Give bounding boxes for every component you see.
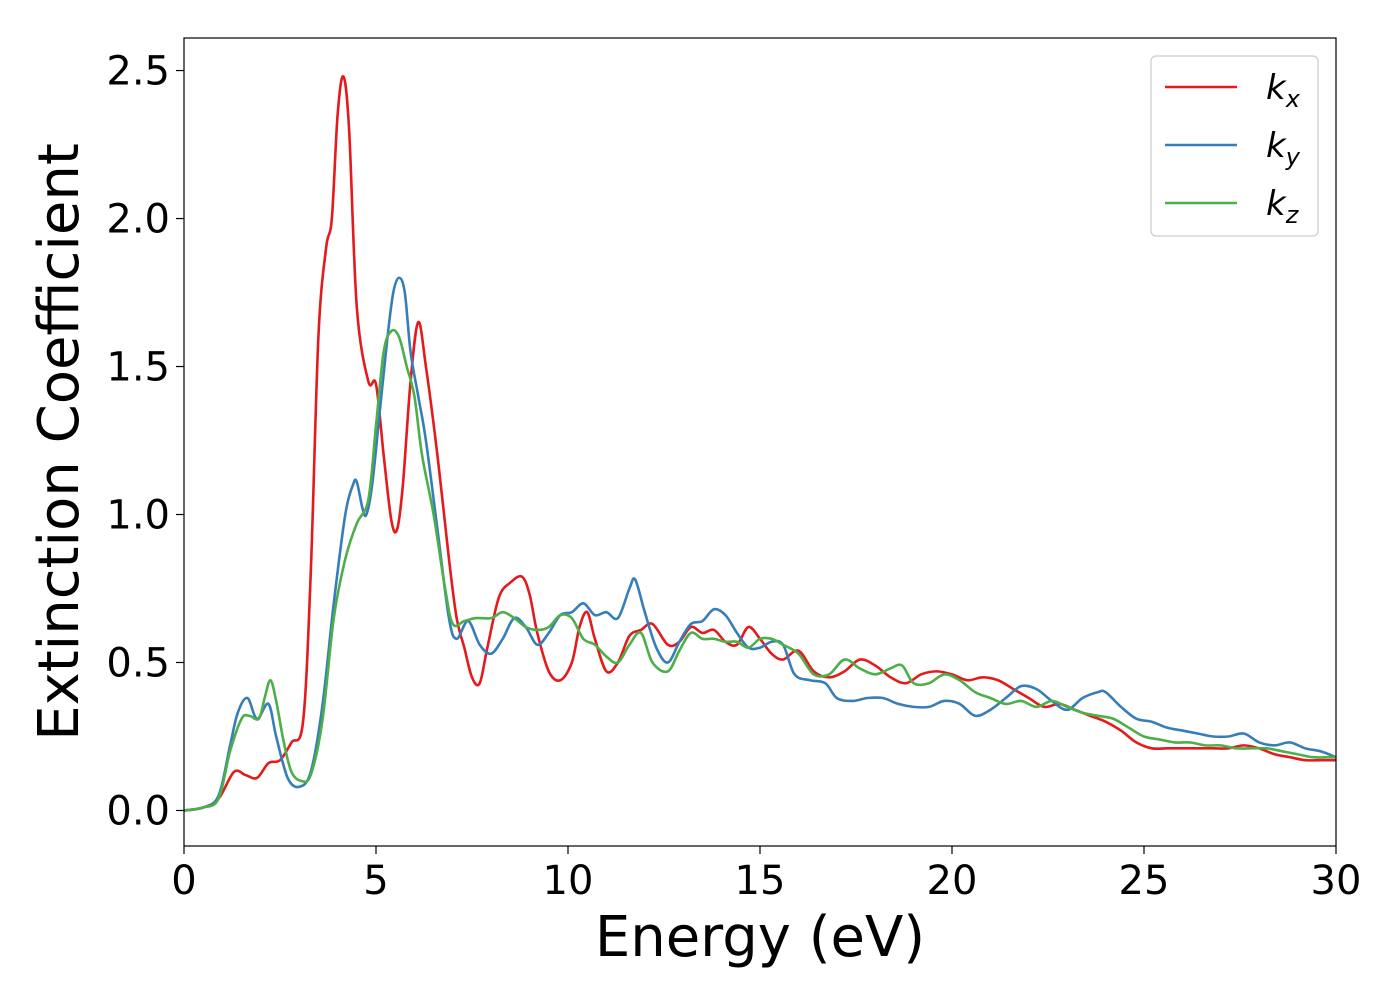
x-tick-label: 10 bbox=[543, 858, 594, 904]
x-tick-label: 20 bbox=[927, 858, 978, 904]
series-line-kz bbox=[184, 328, 1336, 812]
x-tick-label: 0 bbox=[171, 858, 196, 904]
legend-label-subscript: y bbox=[1285, 143, 1301, 171]
y-axis: 0.0 0.5 1.0 1.5 2.0 2.5 bbox=[106, 49, 184, 834]
legend-label-subscript: x bbox=[1285, 85, 1301, 113]
series-layer bbox=[184, 75, 1336, 812]
x-axis-title: Energy (eV) bbox=[595, 905, 925, 970]
x-tick-label: 25 bbox=[1119, 858, 1170, 904]
y-tick-label: 2.0 bbox=[106, 197, 170, 243]
legend-label-kx: kx bbox=[1266, 68, 1301, 113]
legend-label-ky: ky bbox=[1266, 126, 1301, 171]
x-tick-label: 5 bbox=[363, 858, 388, 904]
x-tick-label: 15 bbox=[735, 858, 786, 904]
x-axis: 0 5 10 15 20 25 30 bbox=[171, 846, 1361, 904]
legend-label-base: k bbox=[1266, 68, 1287, 108]
y-tick-label: 0.5 bbox=[106, 640, 170, 686]
series-line-ky bbox=[184, 276, 1336, 812]
y-tick-label: 0.0 bbox=[106, 788, 170, 834]
y-tick-label: 2.5 bbox=[106, 49, 170, 95]
legend-label-base: k bbox=[1266, 126, 1287, 166]
legend-label-base: k bbox=[1266, 184, 1287, 224]
x-tick-label: 30 bbox=[1311, 858, 1362, 904]
y-tick-label: 1.5 bbox=[106, 345, 170, 391]
y-axis-title: Extinction Coefficient bbox=[27, 143, 92, 741]
y-tick-label: 1.0 bbox=[106, 493, 170, 539]
legend-label-subscript: z bbox=[1285, 201, 1300, 229]
legend-label-kz: kz bbox=[1266, 184, 1300, 229]
